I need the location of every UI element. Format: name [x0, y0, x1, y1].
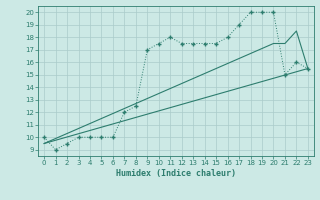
X-axis label: Humidex (Indice chaleur): Humidex (Indice chaleur): [116, 169, 236, 178]
